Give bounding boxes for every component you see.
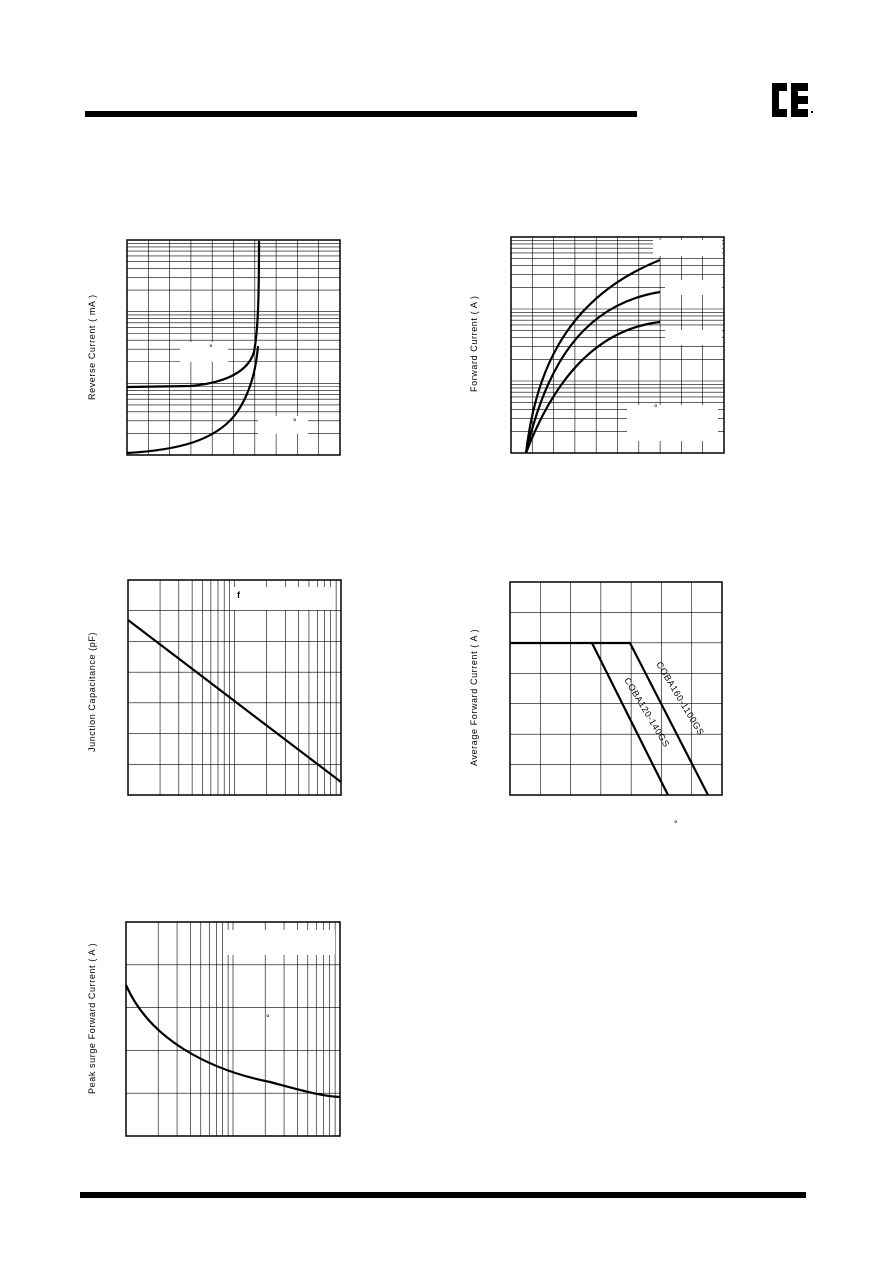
y-axis-label: Reverse Current ( mA ) [87, 294, 97, 400]
chart-junction-capacitance: Junction Capacitance (pF) f [87, 579, 342, 796]
chart-reverse-current: Reverse Current ( mA ) ° ° [87, 239, 341, 456]
curve [127, 619, 342, 783]
note: f [237, 590, 241, 600]
note: ° [293, 417, 297, 427]
curve [524, 290, 661, 454]
y-axis-label: Peak surge Forward Current ( A ) [87, 943, 97, 1094]
note: ° [674, 819, 678, 829]
curve [524, 258, 661, 454]
curve [126, 345, 260, 455]
note: ° [266, 1013, 270, 1023]
y-axis-label: Forward Current ( A ) [469, 295, 479, 392]
curve [126, 240, 261, 389]
note: ° [209, 343, 213, 353]
top-rule [85, 111, 637, 117]
curve [524, 320, 661, 454]
chart-forward-current: Forward Current ( A ) ° [469, 236, 725, 454]
note: ° [654, 403, 658, 413]
y-axis-label: Average Forward Current ( A ) [469, 629, 479, 766]
chart-average-forward-current: Average Forward Current ( A ) COBA160-11… [469, 581, 723, 829]
note: COBA160-1100GS [654, 660, 706, 737]
note: COBA120-140GS [622, 676, 671, 749]
bottom-rule [80, 1192, 806, 1198]
logo [772, 83, 813, 117]
y-axis-label: Junction Capacitance (pF) [87, 632, 97, 752]
chart-peak-surge-current: Peak surge Forward Current ( A ) ° [87, 921, 341, 1137]
curve [124, 984, 341, 1099]
curve [510, 641, 709, 796]
